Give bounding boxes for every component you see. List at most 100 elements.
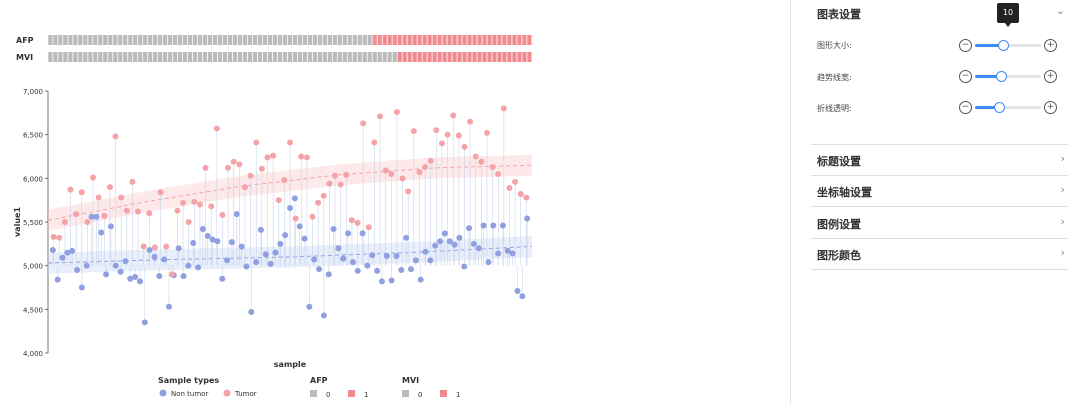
- track-cell-0: [108, 35, 113, 45]
- color-settings-item[interactable]: 图形颜色: [817, 249, 861, 262]
- track-cell-0: [48, 52, 53, 62]
- data-point: [56, 234, 63, 241]
- data-point: [359, 230, 366, 237]
- data-point: [67, 186, 74, 193]
- data-point: [180, 273, 187, 280]
- track-cell-0: [163, 52, 168, 62]
- data-point: [258, 165, 265, 172]
- y-tick-label: 6,000: [23, 175, 43, 183]
- track-cell-1: [487, 52, 492, 62]
- chevron-right-icon[interactable]: ›: [1060, 183, 1065, 196]
- slider-fill: [975, 106, 999, 109]
- data-point: [180, 199, 187, 206]
- data-point: [298, 153, 305, 160]
- track-cell-0: [202, 35, 208, 45]
- opacity-slider[interactable]: − +: [959, 101, 1057, 115]
- track-cell-0: [302, 52, 307, 62]
- data-point: [320, 312, 327, 319]
- data-point: [161, 256, 168, 263]
- data-point: [118, 194, 125, 201]
- chevron-down-icon[interactable]: ⌄: [1055, 4, 1065, 17]
- track-cell-0: [98, 35, 103, 45]
- slider-knob[interactable]: [997, 40, 1009, 51]
- data-point: [95, 194, 102, 201]
- track-cell-0: [148, 52, 153, 62]
- track-cell-0: [242, 52, 248, 62]
- slider-track[interactable]: [975, 71, 1041, 82]
- data-point: [472, 153, 479, 160]
- track-cell-0: [352, 35, 357, 45]
- minus-icon[interactable]: −: [959, 70, 972, 83]
- track-cell-1: [507, 52, 512, 62]
- track-cell-0: [277, 35, 283, 45]
- track-cell-0: [63, 52, 68, 62]
- plus-icon[interactable]: +: [1044, 70, 1057, 83]
- track-cell-1: [427, 52, 432, 62]
- track-cell-0: [392, 52, 397, 62]
- track-cell-0: [227, 52, 233, 62]
- trendline-slider[interactable]: − +: [959, 70, 1057, 84]
- data-point: [208, 203, 215, 210]
- data-point: [275, 197, 282, 204]
- trendline-setting-label: 趋势线宽:: [817, 73, 852, 82]
- slider-knob[interactable]: [996, 71, 1008, 82]
- plus-icon[interactable]: +: [1044, 39, 1057, 52]
- axis-settings-item[interactable]: 坐标轴设置: [817, 186, 872, 199]
- track-cell-0: [83, 52, 88, 62]
- legend-settings-item[interactable]: 图例设置: [817, 218, 861, 231]
- minus-icon[interactable]: −: [959, 39, 972, 52]
- track-cell-1: [527, 52, 532, 62]
- data-point: [399, 175, 406, 182]
- data-point: [224, 257, 231, 264]
- slider-knob[interactable]: [993, 102, 1005, 113]
- track-cell-1: [467, 52, 472, 62]
- track-cell-0: [138, 35, 143, 45]
- chevron-right-icon[interactable]: ›: [1060, 215, 1065, 228]
- data-point: [291, 195, 298, 202]
- slider-track[interactable]: [975, 40, 1041, 51]
- track-cell-0: [128, 35, 133, 45]
- minus-icon[interactable]: −: [959, 101, 972, 114]
- legend-item: 1: [456, 391, 460, 399]
- data-point: [500, 105, 507, 112]
- track-cell-0: [188, 35, 193, 45]
- data-point: [214, 238, 221, 245]
- plus-icon[interactable]: +: [1044, 101, 1057, 114]
- track-cell-0: [183, 35, 188, 45]
- track-cell-1: [397, 52, 402, 62]
- track-cell-0: [282, 52, 288, 62]
- chevron-right-icon[interactable]: ›: [1060, 246, 1065, 259]
- track-cell-1: [522, 52, 527, 62]
- slider-track[interactable]: [975, 102, 1041, 113]
- data-point: [451, 241, 458, 248]
- data-point: [61, 219, 68, 225]
- track-cell-0: [327, 35, 332, 45]
- data-point: [202, 164, 209, 171]
- track-cell-0: [158, 35, 163, 45]
- track-cell-0: [362, 35, 367, 45]
- data-point: [416, 169, 423, 176]
- track-cell-1: [502, 52, 507, 62]
- track-cell-0: [158, 52, 163, 62]
- data-point: [257, 226, 264, 233]
- data-point: [282, 232, 289, 239]
- track-cell-0: [247, 35, 253, 45]
- data-point: [427, 157, 434, 164]
- track-cell-0: [58, 52, 63, 62]
- track-cell-0: [63, 35, 68, 45]
- track-cell-0: [173, 52, 178, 62]
- data-point: [408, 266, 414, 273]
- data-point: [349, 259, 356, 266]
- chart-settings-header[interactable]: 图表设置: [817, 8, 861, 21]
- data-point: [264, 154, 271, 161]
- data-point: [199, 225, 206, 232]
- track-cell-1: [492, 52, 497, 62]
- legend-title: Sample types: [158, 376, 219, 385]
- size-slider[interactable]: − +: [959, 39, 1057, 53]
- track-cell-1: [457, 35, 462, 45]
- track-cell-0: [53, 52, 58, 62]
- title-settings-item[interactable]: 标题设置: [817, 155, 861, 168]
- legend-item: 0: [418, 391, 422, 399]
- data-point: [306, 303, 313, 310]
- chevron-right-icon[interactable]: ›: [1060, 152, 1065, 165]
